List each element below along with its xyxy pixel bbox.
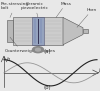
Polygon shape <box>63 17 83 45</box>
Bar <box>7 20 13 42</box>
Circle shape <box>32 47 44 53</box>
Text: Pre-stressing
bolt: Pre-stressing bolt <box>1 2 29 17</box>
Text: Horn: Horn <box>77 8 97 27</box>
Text: (a): (a) <box>43 49 51 54</box>
Bar <box>83 29 88 33</box>
Text: Counterweight: Counterweight <box>5 37 37 53</box>
Text: b: b <box>99 68 100 73</box>
Bar <box>13 17 63 45</box>
Text: (b): (b) <box>43 85 51 90</box>
Text: Ceramic
piezoelectric: Ceramic piezoelectric <box>21 2 49 17</box>
Text: Electrodes: Electrodes <box>32 45 56 53</box>
Circle shape <box>36 48 41 51</box>
Text: Mass: Mass <box>56 2 71 17</box>
Text: b: b <box>7 57 10 62</box>
Bar <box>32 17 44 45</box>
